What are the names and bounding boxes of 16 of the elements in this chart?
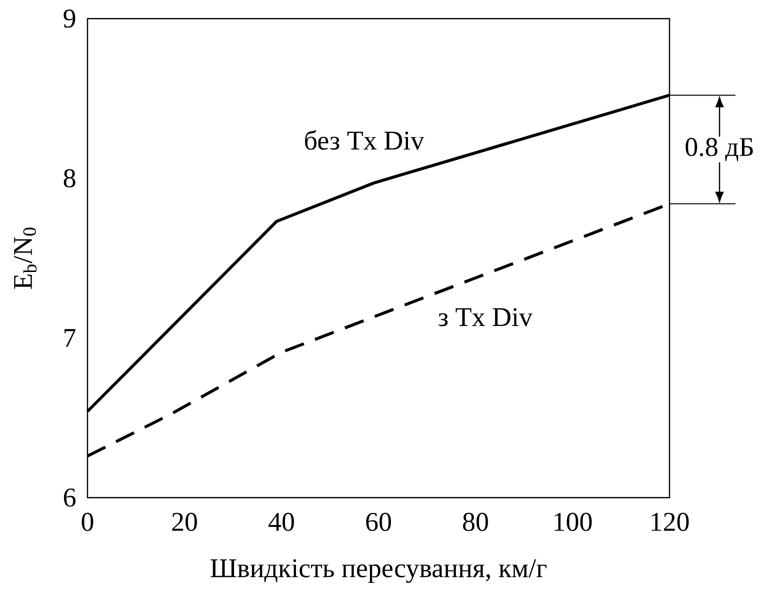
x-axis-title: Швидкість пересування, км/г <box>210 559 546 584</box>
y-tick-label: 7 <box>64 329 76 347</box>
x-tick-label: 60 <box>366 513 391 532</box>
x-tick-label: 20 <box>172 513 197 532</box>
x-tick-label: 0 <box>82 513 94 532</box>
series-label: з Tx Div <box>438 308 533 326</box>
series-label: без Tx Div <box>305 130 424 150</box>
x-tick-label: 120 <box>652 513 689 532</box>
y-tick-label: 8 <box>64 169 76 188</box>
y-tick-label: 6 <box>64 488 76 507</box>
x-tick-label: 80 <box>463 513 488 532</box>
text: 0.8 дБ <box>686 138 753 162</box>
x-tick-label: 100 <box>554 513 592 532</box>
y-axis-title: E$_{b}$/N$_{0}$ <box>14 228 37 290</box>
y-tick-label: 9 <box>64 10 76 28</box>
x-tick-label: 40 <box>268 513 294 532</box>
